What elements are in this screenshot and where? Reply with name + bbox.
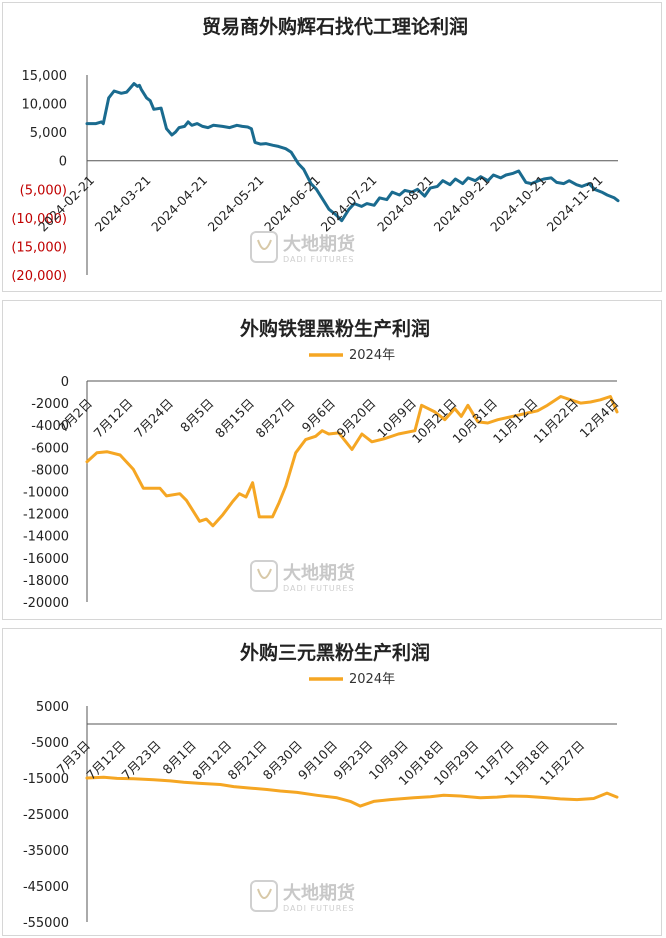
watermark-subtitle: DADI FUTURES <box>283 255 354 264</box>
chart-1-xtick: 2024-08-21 <box>374 173 436 235</box>
chart-panel-2: 外购铁锂黑粉生产利润 2024年 0 -2000 -4000 -6000 -8000 -100… <box>2 300 662 620</box>
chart-1-xtick: 2024-04-21 <box>148 173 210 235</box>
chart-3-ytick: -45000 <box>23 880 69 895</box>
watermark-name: 大地期货 <box>283 233 355 255</box>
chart-2-ytick: -2000 <box>31 397 69 412</box>
chart-3-legend-label: 2024年 <box>349 672 395 687</box>
chart-3-ytick: -35000 <box>23 844 69 859</box>
chart-2-ytick: -16000 <box>23 552 69 567</box>
chart-2-xtick: 11月22日 <box>530 396 581 447</box>
chart-3-ytick: -15000 <box>23 772 69 787</box>
chart-1-svg: 贸易商外购辉石找代工理论利润 15,000 10,000 5,000 0 (5,000) (… <box>11 15 620 284</box>
chart-3-xtick: 7月23日 <box>119 738 164 783</box>
chart-2-series-line <box>85 395 619 528</box>
chart-1-ytick: (20,000) <box>11 269 67 284</box>
chart-2-xtick: 9月20日 <box>333 396 378 441</box>
chart-1-ytick: (10,000) <box>11 212 67 227</box>
watermark-logo-icon <box>250 880 278 912</box>
chart-1-ytick: 0 <box>59 155 67 170</box>
chart-2-xtick: 8月5日 <box>177 396 217 436</box>
watermark-logo-curve-icon <box>257 239 272 250</box>
chart-1-ytick: 5,000 <box>30 126 67 141</box>
chart-3-ytick: -25000 <box>23 808 69 823</box>
chart-1-ytick: (15,000) <box>11 240 67 255</box>
chart-2-title: 外购铁锂黑粉生产利润 <box>240 317 430 340</box>
watermark-logo-curve-icon <box>257 568 272 579</box>
chart-3-ytick: 5000 <box>36 700 69 715</box>
chart-1-ytick: (5,000) <box>20 183 67 198</box>
chart-2-legend-label: 2024年 <box>349 348 395 363</box>
chart-2-ytick: -10000 <box>23 486 69 501</box>
chart-2-xtick: 7月12日 <box>90 396 135 441</box>
chart-1-ytick: 15,000 <box>22 69 68 84</box>
watermark-logo-icon <box>250 560 278 592</box>
watermark-name: 大地期货 <box>283 562 355 584</box>
chart-2-xtick: 7月24日 <box>131 396 176 441</box>
chart-1-title: 贸易商外购辉石找代工理论利润 <box>202 15 468 38</box>
chart-3-svg: 外购三元黑粉生产利润 2024年 5000 -5000 -15000 -25000 -350… <box>23 641 619 931</box>
chart-panel-1: 贸易商外购辉石找代工理论利润 15,000 10,000 5,000 0 (5,000) (… <box>2 2 662 292</box>
chart-2-ytick: -20000 <box>23 596 69 611</box>
chart-2-xtick: 9月6日 <box>299 396 339 436</box>
chart-1-xtick: 2024-11-21 <box>544 173 606 235</box>
chart-2-ytick: -14000 <box>23 530 69 545</box>
watermark-subtitle: DADI FUTURES <box>283 584 354 593</box>
watermark-logo-icon <box>250 231 278 263</box>
chart-1-series-line <box>85 82 620 223</box>
watermark-subtitle: DADI FUTURES <box>283 904 354 913</box>
chart-2-ytick: -6000 <box>31 441 69 456</box>
chart-1-xtick: 2024-05-21 <box>205 173 267 235</box>
chart-1-xtick: 2024-06-21 <box>261 173 323 235</box>
chart-2-xtick: 8月15日 <box>212 396 257 441</box>
chart-1-xtick: 2024-03-21 <box>92 173 154 235</box>
chart-3-title: 外购三元黑粉生产利润 <box>240 641 430 664</box>
chart-2-ytick: -4000 <box>31 419 69 434</box>
chart-3-series-line <box>85 775 619 808</box>
chart-2-ytick: -12000 <box>23 508 69 523</box>
chart-panel-3: 外购三元黑粉生产利润 2024年 5000 -5000 -15000 -25000 -350… <box>2 628 662 936</box>
watermark-name: 大地期货 <box>283 882 355 904</box>
chart-2-xtick: 8月27日 <box>252 396 297 441</box>
chart-2-ytick: -18000 <box>23 574 69 589</box>
chart-1-xtick: 2024-10-21 <box>487 173 549 235</box>
chart-2-svg: 外购铁锂黑粉生产利润 2024年 0 -2000 -4000 -6000 -8000 -100… <box>23 317 622 611</box>
chart-3-ytick: -5000 <box>31 736 69 751</box>
chart-2-ytick: -8000 <box>31 463 69 478</box>
chart-3-ytick: -55000 <box>23 916 69 931</box>
chart-1-ytick: 10,000 <box>22 98 68 113</box>
chart-2-ytick: 0 <box>61 375 69 390</box>
watermark-logo-curve-icon <box>257 888 272 899</box>
